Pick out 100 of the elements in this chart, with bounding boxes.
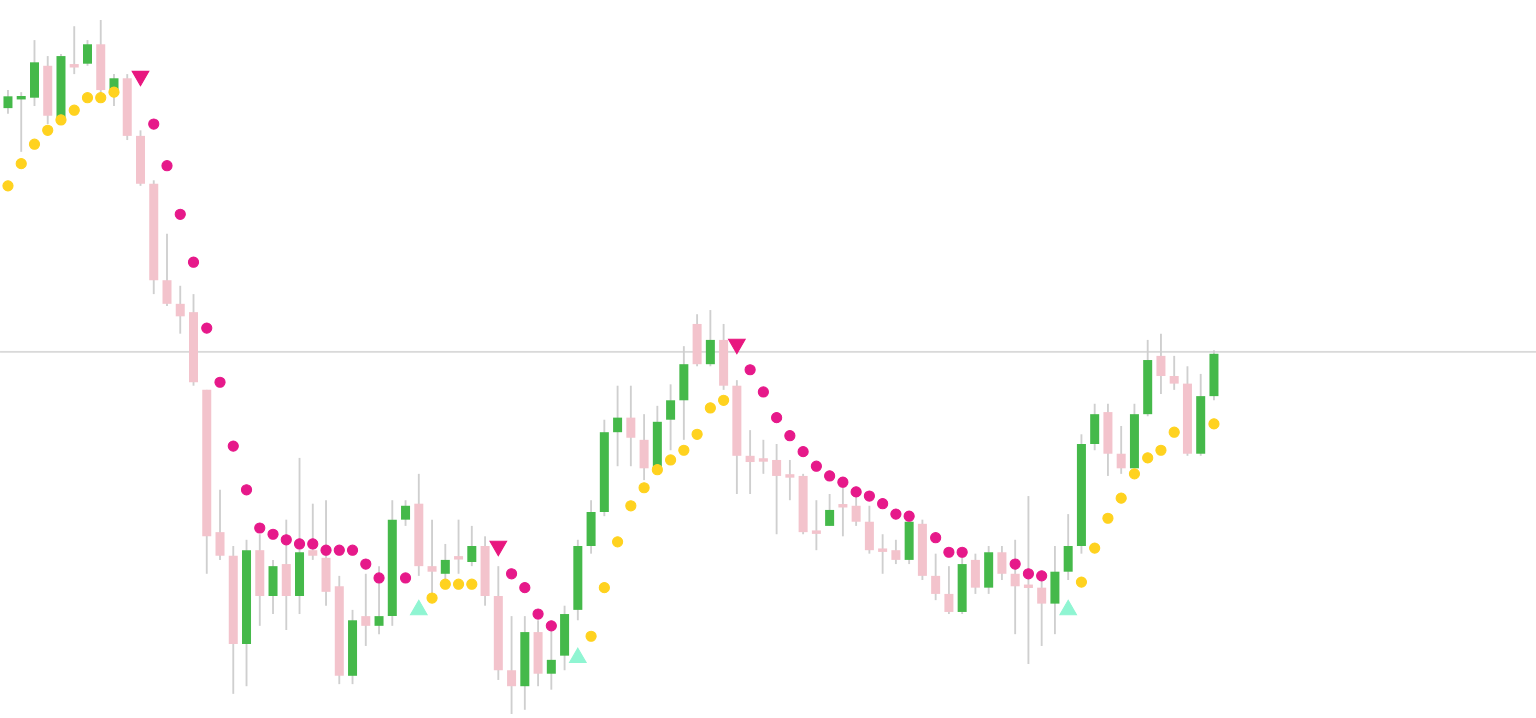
candlestick [944, 565, 954, 615]
point [214, 376, 226, 388]
point [55, 114, 67, 126]
point [1208, 418, 1220, 430]
point [678, 444, 690, 456]
point [943, 546, 955, 558]
point [744, 364, 756, 376]
candlestick [560, 604, 570, 672]
point [399, 572, 412, 584]
point [1102, 512, 1114, 524]
candlestick [997, 545, 1007, 581]
point [227, 440, 239, 452]
point [824, 470, 836, 482]
point [373, 572, 385, 584]
point [863, 490, 875, 502]
point [1115, 492, 1127, 504]
point [903, 510, 915, 522]
candlestick [1050, 545, 1060, 636]
candlestick [533, 619, 543, 688]
candlestick [1063, 513, 1073, 581]
point [797, 446, 809, 458]
point [320, 544, 332, 556]
point [1142, 452, 1154, 464]
point [293, 538, 306, 550]
candlestick [401, 499, 411, 527]
point [131, 70, 150, 87]
candlestick [135, 129, 145, 187]
point [439, 578, 451, 590]
point [1036, 570, 1048, 582]
candlestick [162, 232, 172, 307]
point [108, 86, 120, 98]
point [466, 578, 478, 590]
candlestick [825, 493, 835, 527]
point [174, 208, 186, 220]
candlestick [613, 384, 623, 468]
point [267, 528, 279, 540]
point [850, 486, 862, 498]
candlestick [864, 504, 874, 555]
point [489, 540, 508, 557]
point [611, 536, 624, 548]
point [409, 599, 428, 616]
point [545, 620, 557, 632]
point [877, 498, 889, 510]
candlestick [745, 429, 755, 495]
candlestick [452, 518, 465, 575]
point [625, 500, 637, 512]
point [161, 160, 173, 172]
point [810, 460, 822, 472]
candlestick [82, 39, 92, 67]
candlestick [970, 552, 980, 595]
point [240, 484, 253, 496]
point [1022, 568, 1035, 580]
candlestick [1103, 402, 1113, 477]
point [1009, 558, 1021, 570]
point [837, 476, 849, 488]
candlestick [361, 572, 371, 647]
point [1075, 576, 1088, 588]
point [1128, 468, 1141, 480]
point [1089, 542, 1101, 554]
point [691, 428, 703, 440]
point [598, 582, 610, 594]
point [187, 256, 200, 268]
point [718, 394, 730, 406]
point [15, 158, 27, 170]
candlestick [268, 558, 278, 615]
point [930, 532, 942, 544]
point [280, 534, 292, 546]
point [664, 454, 677, 466]
candlestick [29, 39, 39, 107]
candlestick [626, 384, 636, 468]
candlestick [586, 499, 596, 555]
point [346, 544, 359, 556]
candlestick [215, 488, 225, 561]
point [585, 630, 597, 642]
candlestick [931, 552, 941, 602]
point [728, 338, 746, 355]
point [890, 508, 902, 520]
point [651, 464, 663, 476]
point [254, 522, 266, 534]
point [360, 558, 372, 570]
point [784, 430, 796, 442]
candlestick [3, 89, 13, 115]
candlestick [772, 443, 782, 536]
point [1155, 444, 1167, 456]
candlestick [666, 383, 676, 452]
candlestick [1090, 402, 1100, 452]
candlestick [891, 538, 901, 566]
point [2, 180, 14, 192]
candlestick [810, 499, 823, 552]
point [148, 118, 160, 130]
candlestick [374, 565, 384, 636]
point [452, 578, 465, 590]
point [638, 482, 650, 494]
candlestick [467, 524, 477, 568]
point [505, 568, 518, 580]
point [28, 138, 41, 150]
point [95, 92, 107, 104]
candlestick [255, 533, 265, 627]
point [568, 647, 587, 664]
point [704, 402, 716, 414]
